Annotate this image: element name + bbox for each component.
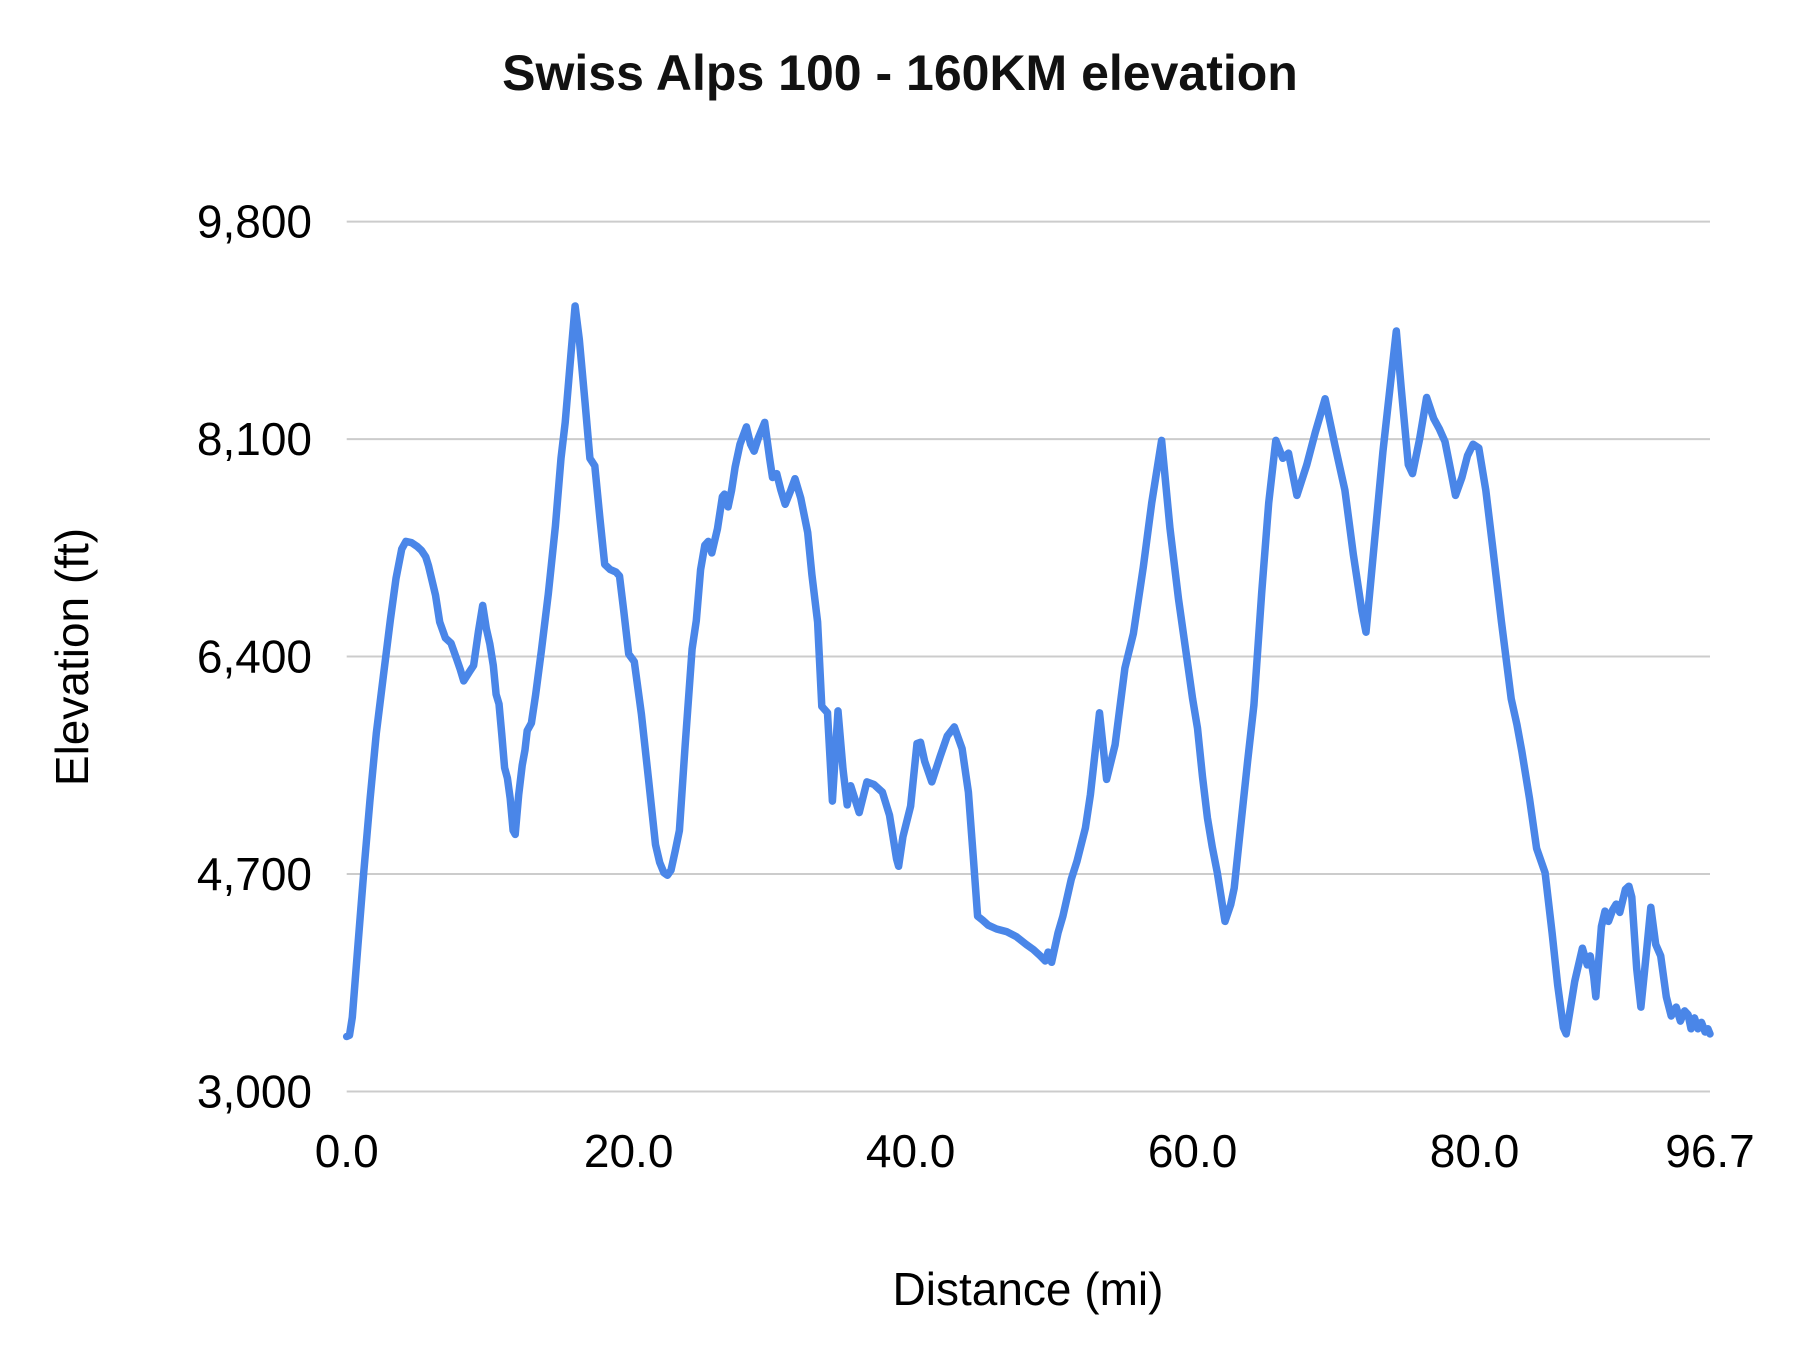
y-tick-label: 9,800 [197,196,312,248]
x-tick-label: 0.0 [315,1125,379,1177]
gridlines [346,220,1710,1093]
x-tick-label: 80.0 [1430,1125,1520,1177]
x-axis-tick-labels: 0.0 20.0 40.0 60.0 80.0 96.7 [315,1125,1755,1177]
y-axis-tick-labels: 3,000 4,700 6,400 8,100 9,800 [197,196,312,1118]
y-axis-title: Elevation (ft) [46,527,98,787]
y-tick-label: 4,700 [197,848,312,900]
y-tick-label: 8,100 [197,413,312,465]
x-tick-label: 60.0 [1148,1125,1238,1177]
elevation-line [342,302,1714,1041]
x-tick-label: 40.0 [866,1125,956,1177]
x-tick-label: 20.0 [584,1125,674,1177]
y-tick-label: 6,400 [197,631,312,683]
elevation-series [342,302,1714,1041]
chart-title: Swiss Alps 100 - 160KM elevation [502,45,1298,101]
y-tick-label: 3,000 [197,1066,312,1118]
x-tick-label: 96.7 [1665,1125,1755,1177]
x-axis-title: Distance (mi) [892,1263,1164,1315]
